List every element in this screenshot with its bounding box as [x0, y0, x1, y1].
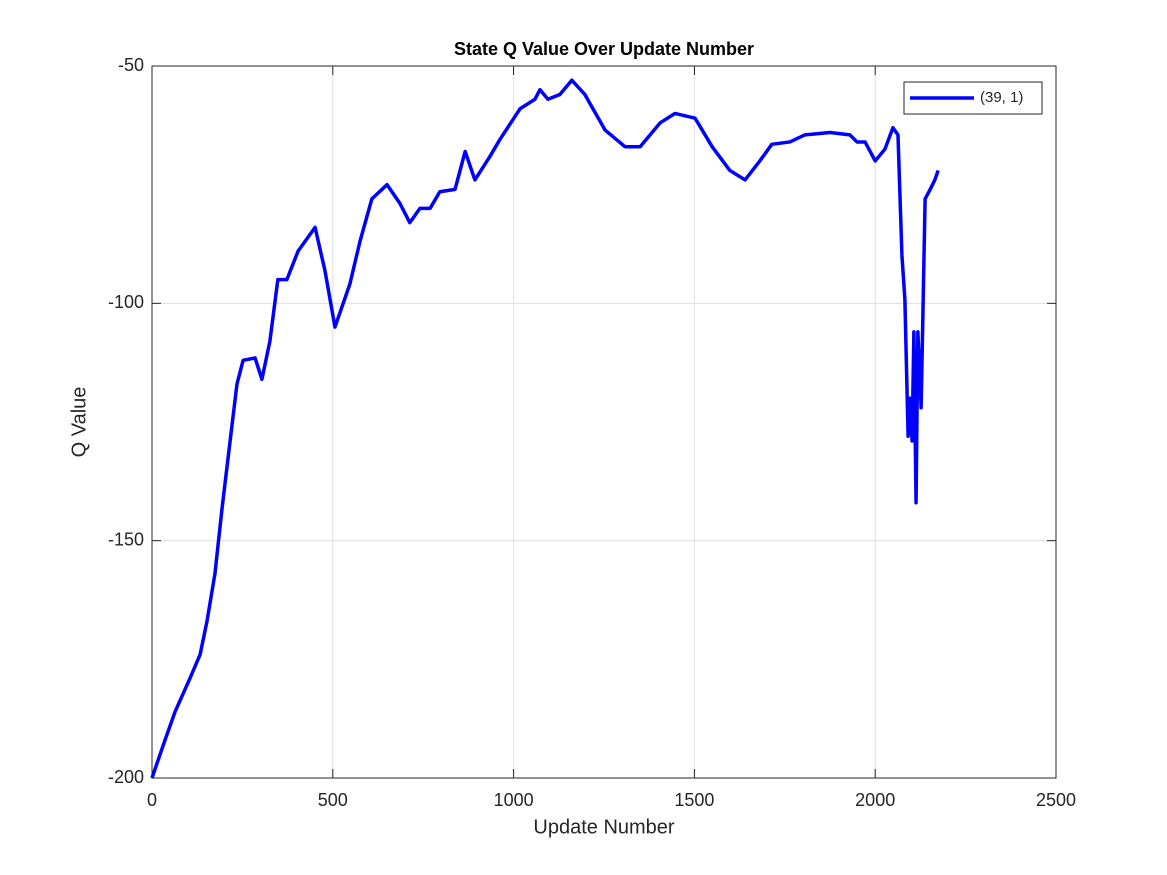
chart-title: State Q Value Over Update Number: [454, 39, 754, 59]
y-tick-label: -100: [108, 292, 144, 312]
data-line: [150, 78, 940, 779]
axes-box: [151, 65, 1057, 779]
x-tick-label: 1500: [674, 790, 714, 810]
y-tick-label: -200: [108, 767, 144, 787]
x-tick-label: 2500: [1036, 790, 1076, 810]
x-tick-label: 0: [147, 790, 157, 810]
x-tick-label: 1000: [494, 790, 534, 810]
x-axis-label: Update Number: [533, 816, 675, 838]
y-tick-label: -150: [108, 529, 144, 549]
y-tick-label: -50: [118, 55, 144, 75]
y-axis-label: Q Value: [68, 387, 90, 458]
x-tick-label: 500: [318, 790, 348, 810]
legend-label: (39, 1): [980, 89, 1023, 106]
x-tick-label: 2000: [855, 790, 895, 810]
